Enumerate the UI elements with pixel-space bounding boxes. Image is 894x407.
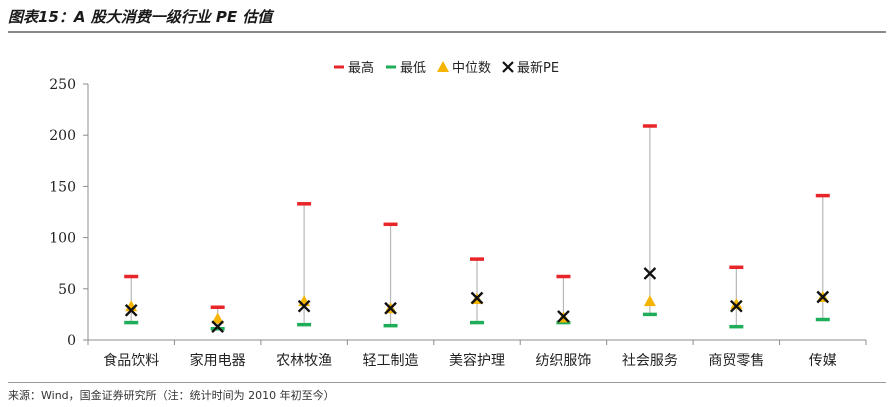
x-tick-label: 社会服务 [622, 353, 678, 369]
legend-item-max: 最高 [334, 60, 374, 76]
x-tick-label: 纺织服饰 [535, 353, 591, 369]
latest-pe-marker [297, 299, 311, 313]
y-tick-label: 100 [49, 231, 76, 247]
latest-pe-marker [643, 267, 657, 280]
y-tick-label: 0 [67, 333, 76, 349]
axes: 0 50 100 150 200 250 食品饮料 家用电器 农林牧渔 轻工制造 美容护理 纺织服饰 社… [49, 77, 867, 369]
median-marker [643, 295, 656, 307]
legend: 最高 最低 中位数 最新PE [334, 60, 559, 76]
legend-item-latest: 最新PE [502, 60, 559, 76]
legend-swatch [437, 61, 449, 72]
legend-label: 最新PE [517, 60, 559, 76]
median-marker [211, 312, 224, 324]
y-tick-label: 50 [58, 282, 76, 298]
legend-item-min: 最低 [386, 61, 426, 76]
latest-pe-marker [124, 303, 138, 317]
x-tick-label: 食品饮料 [103, 352, 159, 369]
latest-pe-marker [470, 291, 484, 305]
x-tick-label: 传媒 [809, 353, 837, 369]
footer-divider [8, 382, 886, 383]
latest-pe-marker [384, 301, 397, 315]
latest-pe-marker [211, 320, 225, 334]
legend-label: 最高 [348, 60, 374, 76]
legend-swatch [502, 61, 514, 73]
x-tick-label: 美容护理 [449, 352, 505, 369]
latest-pe-marker [557, 310, 570, 323]
y-tick-label: 250 [49, 77, 76, 93]
median-marker [730, 298, 743, 310]
legend-item-median: 中位数 [437, 61, 491, 76]
title-divider [8, 31, 886, 33]
x-tick-label: 农林牧渔 [276, 353, 332, 369]
figure-title: 图表15：A 股大消费一级行业 PE 估值 [8, 8, 273, 26]
legend-label: 最低 [400, 61, 426, 76]
latest-pe-marker [816, 290, 830, 304]
source-note: 来源：Wind，国金证券研究所（注：统计时间为 2010 年初至今） [8, 389, 335, 402]
y-tick-label: 150 [49, 179, 76, 195]
data-markers [124, 124, 830, 334]
x-tick-label: 轻工制造 [363, 353, 419, 369]
pe-valuation-chart: 0 50 100 150 200 250 食品饮料 家用电器 农林牧渔 轻工制造 美容护理 纺织服饰 社… [49, 60, 867, 369]
x-tick-label: 商贸零售 [708, 353, 764, 369]
y-tick-label: 200 [49, 128, 76, 144]
x-tick-label: 家用电器 [190, 352, 246, 369]
legend-label: 中位数 [452, 61, 491, 76]
latest-pe-marker [729, 299, 743, 313]
